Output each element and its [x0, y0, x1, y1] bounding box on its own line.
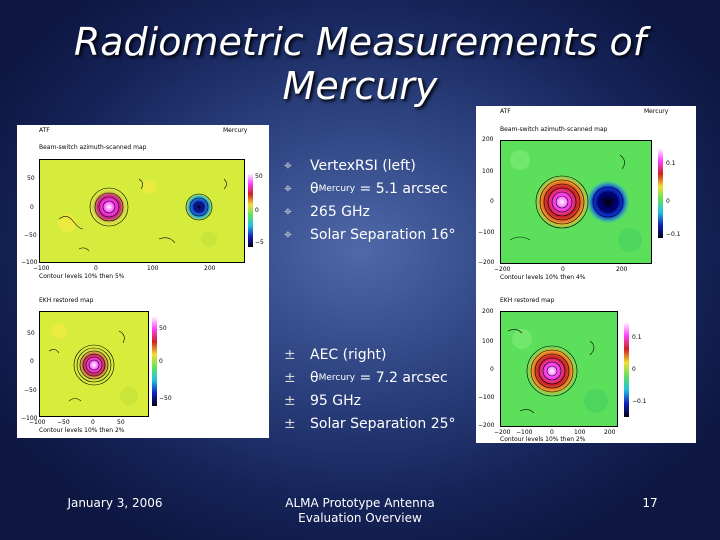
bullet-item: ⌖ Solar Separation 16° [284, 224, 456, 247]
left-object-label: Mercury [223, 127, 248, 134]
right-bottom-xtick: 200 [604, 429, 616, 436]
bullet-marker: ± [284, 347, 296, 363]
bullet-item: ⌖ 265 GHz [284, 201, 456, 224]
left-top-cbar-label: −5 [255, 239, 264, 246]
right-top-ytick: −200 [478, 259, 495, 266]
right-bottom-cbar-label: 0 [632, 366, 636, 373]
right-bottom-cbar-label: 0.1 [632, 334, 642, 341]
left-top-ytick: 50 [27, 175, 35, 182]
right-bottom-colorbar [624, 322, 629, 417]
left-bottom-ytick: 50 [27, 330, 35, 337]
left-top-ytick: 0 [30, 204, 34, 211]
right-top-xtick: −200 [494, 266, 511, 273]
left-top-xtick: 100 [147, 265, 159, 272]
right-bottom-map [500, 311, 618, 427]
left-bottom-cbar-label: −50 [159, 395, 172, 402]
left-bottom-xtick: −50 [57, 419, 70, 426]
left-bottom-cbar-label: 0 [159, 358, 163, 365]
left-bottom-map [39, 311, 149, 417]
right-bottom-ytick: 100 [482, 338, 494, 345]
right-top-ytick: 200 [482, 136, 494, 143]
left-top-ytick: −100 [21, 259, 38, 266]
left-bullet-list: ⌖ VertexRSI (left) ⌖ θ Mercury = 5.1 arcsec… [284, 155, 456, 247]
bullet-item: ⌖ θ Mercury = 5.1 arcsec [284, 178, 456, 201]
left-top-map-title: Beam-switch azimuth-scanned map [39, 144, 147, 151]
left-bottom-xtick: 50 [117, 419, 125, 426]
bullet-marker: ± [284, 370, 296, 386]
right-bottom-map-title: EKH restored map [500, 297, 555, 304]
right-bottom-ytick: −200 [478, 422, 495, 429]
footer-center-line-2: Evaluation Overview [298, 511, 422, 525]
right-atf-label: ATF [500, 108, 511, 115]
left-bottom-xtick: −100 [29, 419, 46, 426]
right-bottom-cbar-label: −0.1 [632, 398, 647, 405]
slide-title: Radiometric Measurements of Mercury [60, 20, 660, 108]
right-figure-panel: ATF Mercury Beam-switch azimuth-scanned … [476, 106, 696, 443]
right-bottom-xtick: −100 [516, 429, 533, 436]
bullet-item: ⌖ VertexRSI (left) [284, 155, 456, 178]
right-top-cbar-label: 0.1 [666, 160, 676, 167]
left-bottom-caption: Contour levels 10% then 2% [39, 427, 125, 434]
left-bottom-ytick: −100 [21, 415, 38, 422]
left-figure-panel: ATF Mercury Beam-switch azimuth-scanned … [17, 125, 269, 438]
left-top-cbar-label: 0 [255, 207, 259, 214]
footer-center: ALMA Prototype Antenna Evaluation Overvi… [250, 496, 470, 526]
left-top-xtick: 0 [94, 265, 98, 272]
right-bottom-ytick: −100 [478, 394, 495, 401]
left-bottom-xtick: 0 [91, 419, 95, 426]
left-bottom-ytick: −50 [24, 387, 37, 394]
bullet-item: ±95 GHz [284, 390, 456, 413]
left-top-colorbar [248, 173, 253, 247]
bullet-marker: ⌖ [284, 227, 292, 243]
footer-date: January 3, 2006 [67, 496, 163, 510]
left-top-xtick: −100 [33, 265, 50, 272]
left-top-caption: Contour levels 10% then 5% [39, 273, 125, 280]
left-bottom-map-title: EKH restored map [39, 297, 94, 304]
right-top-cbar-label: −0.1 [666, 231, 681, 238]
bullet-marker: ± [284, 393, 296, 409]
right-top-ytick: 100 [482, 168, 494, 175]
right-bottom-ytick: 0 [490, 366, 494, 373]
right-top-ytick: 0 [490, 198, 494, 205]
title-line-2: Mercury [282, 64, 438, 108]
right-top-xtick: 0 [561, 266, 565, 273]
left-top-ytick: −50 [24, 232, 37, 239]
bullet-item: ± AEC (right) [284, 344, 456, 367]
bullet-marker: ⌖ [284, 158, 292, 174]
right-top-map [500, 140, 652, 264]
right-top-map-title: Beam-switch azimuth-scanned map [500, 126, 608, 133]
footer-center-line-1: ALMA Prototype Antenna [285, 496, 435, 510]
right-top-xtick: 200 [616, 266, 628, 273]
right-top-caption: Contour levels 10% then 4% [500, 274, 586, 281]
title-line-1: Radiometric Measurements of [73, 20, 647, 64]
right-top-ytick: −100 [478, 229, 495, 236]
right-bottom-xtick: 0 [550, 429, 554, 436]
right-bottom-ytick: 200 [482, 308, 494, 315]
bullet-item: ± Solar Separation 25° [284, 413, 456, 436]
left-atf-label: ATF [39, 127, 50, 134]
right-bullet-list: ± AEC (right) ± θ Mercury = 7.2 arcsec ±95 … [284, 344, 456, 436]
right-bottom-caption: Contour levels 10% then 2% [500, 436, 586, 443]
left-bottom-ytick: 0 [30, 358, 34, 365]
bullet-item: ± θ Mercury = 7.2 arcsec [284, 367, 456, 390]
left-top-cbar-label: 50 [255, 173, 263, 180]
bullet-marker: ± [284, 416, 296, 432]
bullet-marker: ⌖ [284, 181, 292, 197]
right-bottom-xtick: 100 [574, 429, 586, 436]
left-top-map [39, 159, 245, 263]
right-object-label: Mercury [644, 108, 669, 115]
page-number: 17 [642, 496, 658, 510]
left-bottom-cbar-label: 50 [159, 325, 167, 332]
right-top-colorbar [658, 148, 663, 238]
right-bottom-xtick: −200 [494, 429, 511, 436]
left-top-xtick: 200 [204, 265, 216, 272]
right-top-cbar-label: 0 [666, 198, 670, 205]
bullet-marker: ⌖ [284, 204, 292, 220]
left-bottom-colorbar [152, 316, 157, 406]
